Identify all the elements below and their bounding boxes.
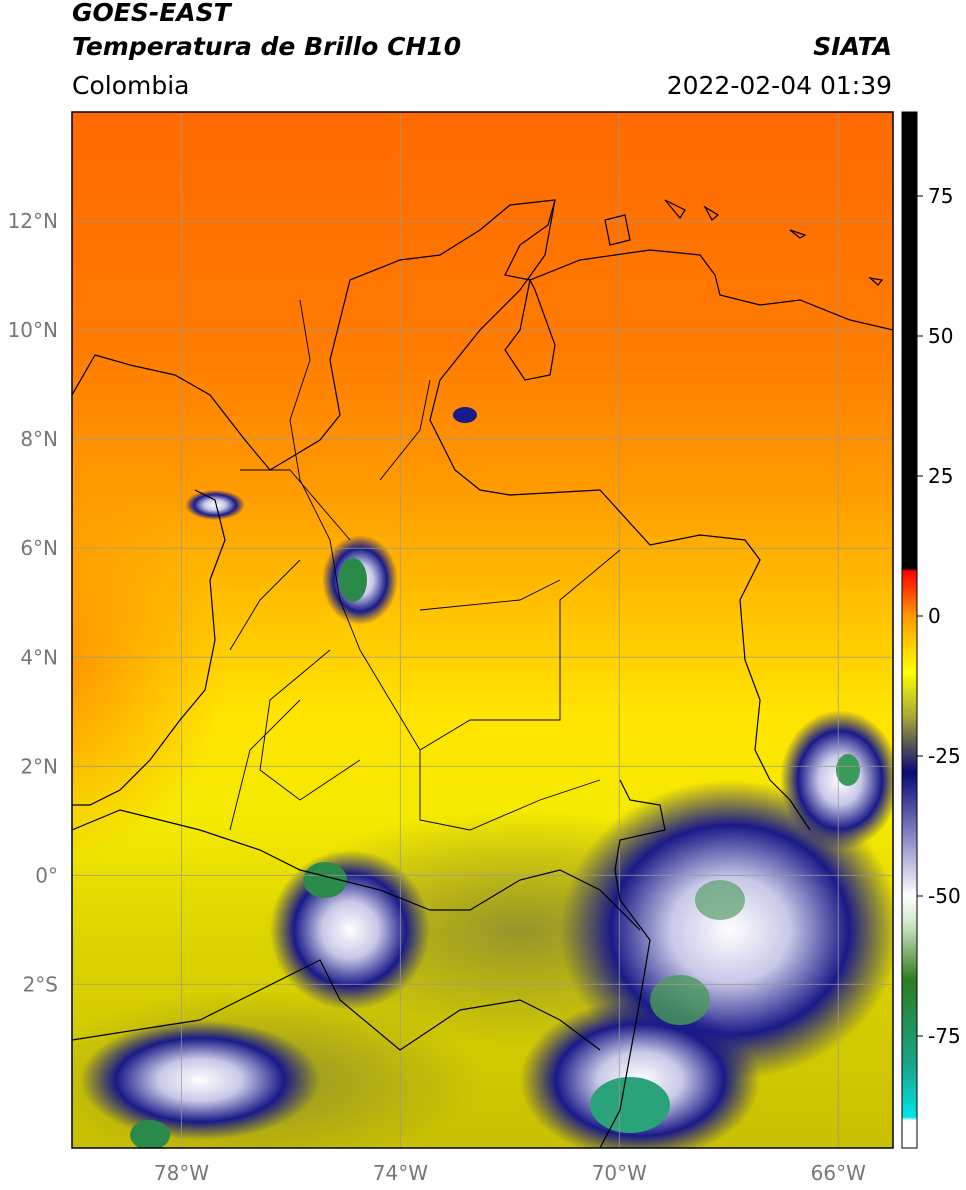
cloud-north xyxy=(453,407,477,423)
colorbar-frame xyxy=(901,111,918,1149)
map-area xyxy=(72,112,893,1148)
agency-label: SIATA xyxy=(813,32,892,61)
colorbar-tick-label: 50 xyxy=(928,324,953,348)
timestamp-label: 2022-02-04 01:39 xyxy=(666,71,892,100)
lat-tick-label: 2°N xyxy=(20,754,58,778)
colorbar-tick-label: -25 xyxy=(928,744,961,768)
cold-core-3 xyxy=(339,558,367,602)
colorbar-tick-label: 75 xyxy=(928,184,953,208)
longitude-ticks: 78°W 74°W 70°W 66°W xyxy=(154,1161,866,1185)
lat-tick-label: 4°N xyxy=(20,645,58,669)
boundaries xyxy=(72,199,893,1148)
colorbar-tick-label: 0 xyxy=(928,604,941,628)
cold-core-6 xyxy=(650,975,710,1025)
lon-tick-label: 70°W xyxy=(592,1161,647,1185)
islands xyxy=(604,199,884,286)
caribbean-coastline xyxy=(72,199,893,471)
satellite-title: GOES-EAST xyxy=(72,0,231,27)
convective-cloud-border xyxy=(780,710,893,850)
colorbar-ticks: 75 50 25 0 -25 -50 -75 xyxy=(917,184,961,1048)
cold-core-5 xyxy=(130,1120,170,1148)
map-frame xyxy=(71,111,894,1149)
peru-border-south xyxy=(72,959,601,1051)
convective-cloud-south xyxy=(270,850,430,1010)
lat-tick-label: 0° xyxy=(35,863,58,887)
cold-core-7 xyxy=(695,880,745,920)
product-title: Temperatura de Brillo CH10 xyxy=(72,32,462,61)
lat-tick-label: 12°N xyxy=(8,209,58,233)
colorbar xyxy=(902,112,917,1148)
departments-center xyxy=(229,299,621,831)
convective-cloud-southwest xyxy=(80,1020,320,1140)
cold-core-1 xyxy=(590,1077,670,1133)
venezuela-border xyxy=(429,199,811,831)
lat-tick-label: 8°N xyxy=(20,427,58,451)
cold-core-2 xyxy=(303,862,347,898)
region-label: Colombia xyxy=(72,71,190,100)
gridlines xyxy=(72,112,893,1148)
colorbar-tick-label: -75 xyxy=(928,1024,961,1048)
convective-cloud-southeast xyxy=(520,1000,760,1148)
pacific-warm-area xyxy=(72,360,460,920)
colorbar-tick-label: -50 xyxy=(928,884,961,908)
peru-ecuador-border xyxy=(72,809,641,931)
cloud-uraba xyxy=(185,490,245,520)
lon-tick-label: 74°W xyxy=(373,1161,428,1185)
lon-tick-label: 66°W xyxy=(811,1161,866,1185)
lon-tick-label: 78°W xyxy=(154,1161,209,1185)
lat-tick-label: 2°S xyxy=(23,972,58,996)
maracaibo-lake xyxy=(504,278,556,381)
cold-core-4 xyxy=(836,754,860,786)
pacific-coastline xyxy=(72,489,226,806)
latitude-ticks: 12°N 10°N 8°N 6°N 4°N 2°N 0° 2°S xyxy=(8,209,58,996)
lat-tick-label: 10°N xyxy=(8,318,58,342)
lat-tick-label: 6°N xyxy=(20,536,58,560)
colorbar-tick-label: 25 xyxy=(928,464,953,488)
brazil-border xyxy=(599,779,666,1148)
